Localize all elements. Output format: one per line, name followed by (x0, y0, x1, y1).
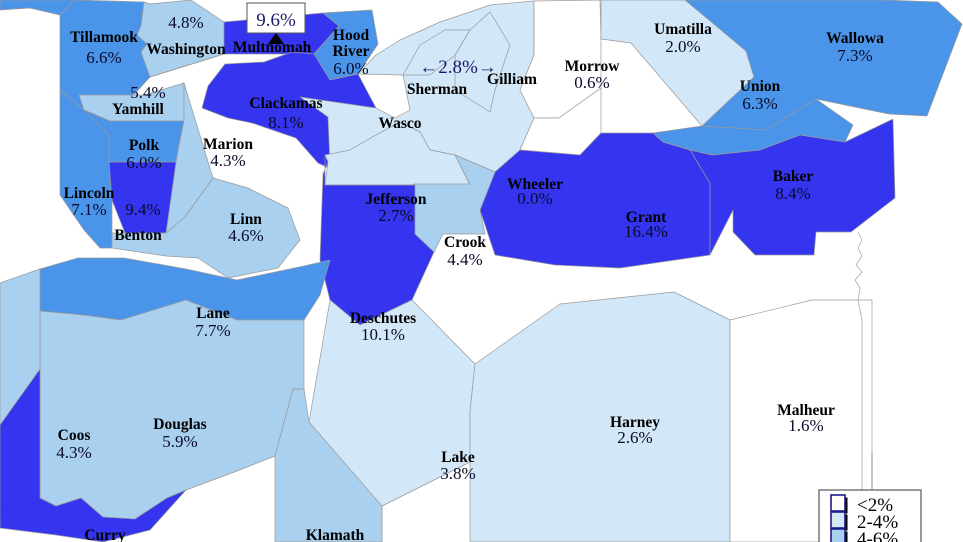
svg-text:Curry: Curry (84, 527, 126, 542)
svg-text:2.6%: 2.6% (617, 428, 652, 447)
svg-text:Douglas: Douglas (153, 416, 206, 433)
svg-text:3.8%: 3.8% (440, 464, 475, 483)
svg-text:10.1%: 10.1% (361, 325, 405, 344)
svg-text:Sherman: Sherman (407, 81, 468, 98)
svg-text:4.8%: 4.8% (168, 13, 203, 32)
svg-text:Union: Union (740, 78, 781, 95)
svg-text:1.6%: 1.6% (788, 416, 823, 435)
svg-text:Klamath: Klamath (306, 527, 365, 542)
svg-text:Wasco: Wasco (378, 115, 421, 132)
svg-text:6.0%: 6.0% (333, 59, 368, 78)
svg-text:Washington: Washington (146, 41, 226, 58)
svg-text:Tillamook: Tillamook (70, 29, 138, 46)
svg-text:Hood: Hood (333, 27, 370, 44)
svg-text:2.7%: 2.7% (378, 206, 413, 225)
svg-text:4.3%: 4.3% (56, 443, 91, 462)
svg-text:7.3%: 7.3% (837, 46, 872, 65)
svg-text:0.0%: 0.0% (517, 189, 552, 208)
svg-text:←2.8%→: ←2.8%→ (419, 57, 497, 78)
svg-text:5.9%: 5.9% (162, 432, 197, 451)
svg-text:8.1%: 8.1% (268, 113, 303, 132)
svg-text:Crook: Crook (444, 234, 486, 251)
svg-text:Lane: Lane (196, 305, 230, 322)
svg-text:4.3%: 4.3% (210, 151, 245, 170)
svg-text:4.4%: 4.4% (447, 250, 482, 269)
svg-text:6.0%: 6.0% (126, 153, 161, 172)
svg-text:9.4%: 9.4% (125, 200, 160, 219)
svg-text:16.4%: 16.4% (624, 222, 668, 241)
svg-text:Polk: Polk (129, 137, 160, 154)
svg-text:9.6%: 9.6% (256, 10, 296, 31)
svg-text:7.1%: 7.1% (71, 200, 106, 219)
svg-text:4-6%: 4-6% (857, 529, 898, 542)
svg-text:Clackamas: Clackamas (249, 95, 322, 112)
svg-text:Baker: Baker (773, 168, 814, 185)
svg-text:4.6%: 4.6% (228, 226, 263, 245)
svg-text:6.6%: 6.6% (86, 48, 121, 67)
svg-text:Yamhill: Yamhill (112, 101, 164, 118)
svg-text:Wallowa: Wallowa (826, 30, 884, 47)
svg-text:0.6%: 0.6% (574, 73, 609, 92)
svg-text:Coos: Coos (58, 427, 91, 444)
svg-text:5.4%: 5.4% (130, 83, 165, 102)
svg-text:6.3%: 6.3% (742, 94, 777, 113)
svg-text:2.0%: 2.0% (665, 37, 700, 56)
svg-text:Umatilla: Umatilla (654, 21, 712, 38)
svg-text:7.7%: 7.7% (195, 321, 230, 340)
svg-text:River: River (332, 43, 369, 60)
svg-text:8.4%: 8.4% (775, 184, 810, 203)
svg-text:Benton: Benton (114, 227, 162, 244)
